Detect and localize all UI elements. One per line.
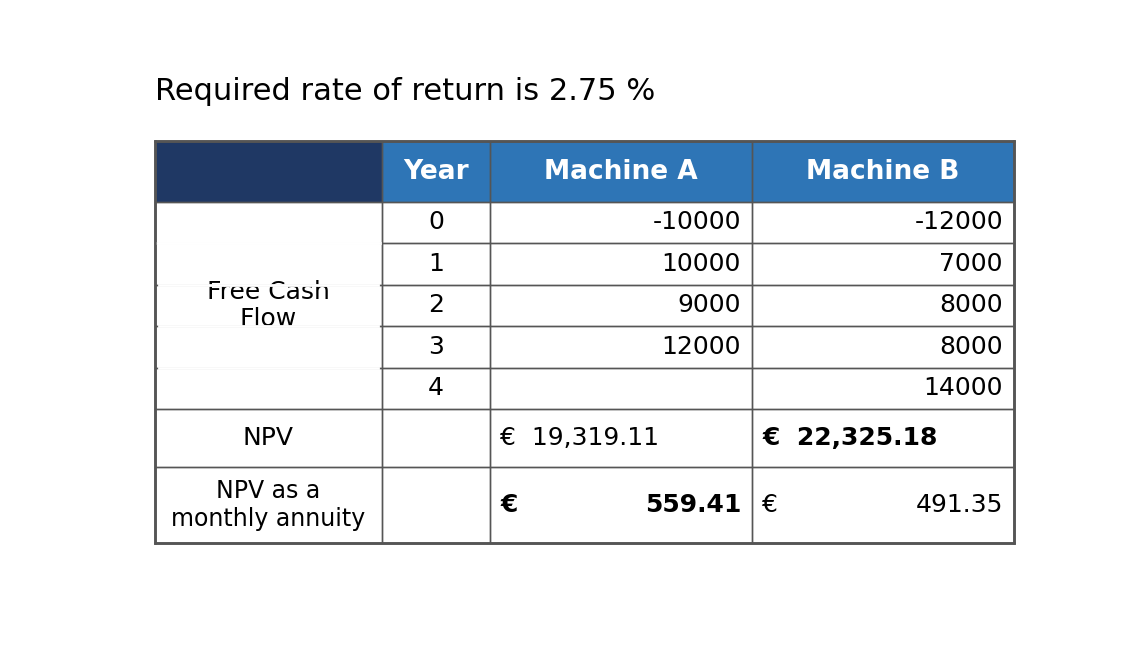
Bar [490,243,751,284]
Text: 14000: 14000 [924,376,1003,400]
Bar [490,141,751,202]
Bar [155,326,382,368]
Text: €: € [500,493,517,517]
Text: 9000: 9000 [677,294,741,318]
Bar [382,284,490,326]
Bar [490,326,751,368]
Text: 4: 4 [428,376,443,400]
Bar [751,202,1013,243]
Bar [155,284,382,326]
Text: 7000: 7000 [940,252,1003,276]
Bar [490,284,751,326]
Bar [490,326,751,368]
Bar [155,467,382,543]
Bar [155,243,382,284]
Bar [490,202,751,243]
Text: €  22,325.18: € 22,325.18 [762,426,938,450]
Text: 1: 1 [428,252,443,276]
Bar [751,284,1013,326]
Bar [382,141,490,202]
Text: 3: 3 [428,335,443,359]
Bar [382,141,490,202]
Bar [155,368,382,409]
Bar [155,284,382,326]
Bar [382,326,490,368]
Bar [382,284,490,326]
Bar [382,326,490,368]
Bar [155,409,382,467]
Bar [490,467,751,543]
Text: 2: 2 [428,294,443,318]
Bar [751,284,1013,326]
Bar [155,141,1013,543]
Bar [490,243,751,284]
Bar [490,368,751,409]
Bar [382,368,490,409]
Text: NPV: NPV [243,426,294,450]
Bar [155,409,382,467]
Bar [751,368,1013,409]
Bar [751,141,1013,202]
Text: Machine A: Machine A [544,159,698,184]
Text: €  19,319.11: € 19,319.11 [500,426,659,450]
Bar [490,467,751,543]
Bar [382,243,490,284]
Text: 12000: 12000 [662,335,741,359]
Text: €: € [762,493,778,517]
Bar [751,326,1013,368]
Bar [751,467,1013,543]
Text: Year: Year [403,159,468,184]
Bar [155,467,382,543]
Bar [382,368,490,409]
Bar [751,141,1013,202]
Bar [751,202,1013,243]
Text: 8000: 8000 [940,294,1003,318]
Text: NPV as a
monthly annuity: NPV as a monthly annuity [171,479,365,531]
Bar [382,243,490,284]
Text: -12000: -12000 [914,210,1003,234]
Bar [751,243,1013,284]
Bar [155,141,382,202]
Bar [490,368,751,409]
Bar [751,368,1013,409]
Bar [382,409,490,467]
Bar [751,243,1013,284]
Bar [751,409,1013,467]
Bar [155,141,382,202]
Bar [155,326,382,368]
Text: 491.35: 491.35 [916,493,1003,517]
Text: -10000: -10000 [653,210,741,234]
Bar [490,409,751,467]
Text: 10000: 10000 [662,252,741,276]
Bar [382,202,490,243]
Bar [155,202,382,243]
Bar [490,141,751,202]
Bar [751,467,1013,543]
Bar [382,202,490,243]
Bar [155,368,382,409]
Bar [490,202,751,243]
Text: 0: 0 [428,210,443,234]
Text: Required rate of return is 2.75 %: Required rate of return is 2.75 % [155,77,655,105]
Bar [382,467,490,543]
Bar [490,284,751,326]
Bar [382,409,490,467]
Bar [751,326,1013,368]
Bar [155,202,382,243]
Bar [382,467,490,543]
Text: 8000: 8000 [940,335,1003,359]
Text: 559.41: 559.41 [645,493,741,517]
Bar [155,243,382,284]
Text: Machine B: Machine B [805,159,959,184]
Text: Free Cash
Flow: Free Cash Flow [207,280,330,331]
Bar [751,409,1013,467]
Bar [490,409,751,467]
